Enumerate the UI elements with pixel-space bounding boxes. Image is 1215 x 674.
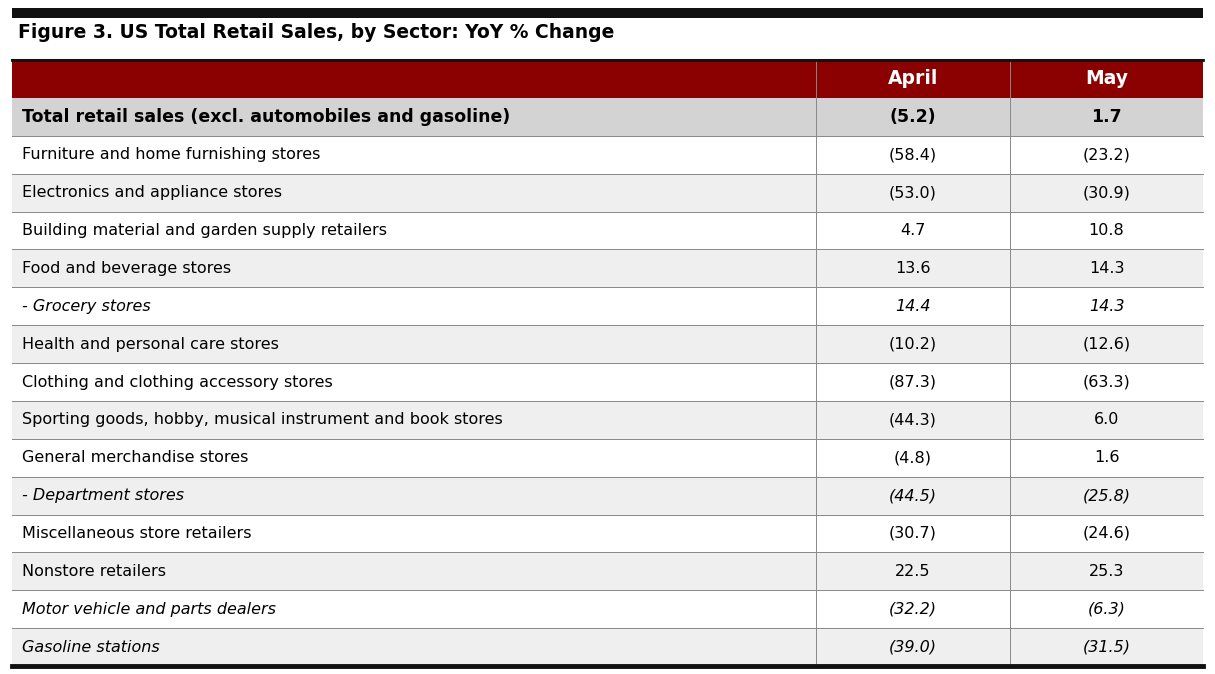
Text: (6.3): (6.3) xyxy=(1087,602,1125,617)
Text: 25.3: 25.3 xyxy=(1089,564,1124,579)
Bar xyxy=(12,325,1203,363)
Text: 6.0: 6.0 xyxy=(1094,412,1119,427)
Text: (39.0): (39.0) xyxy=(889,640,937,654)
Bar xyxy=(12,477,1203,514)
Text: 14.3: 14.3 xyxy=(1089,261,1124,276)
Bar xyxy=(12,514,1203,553)
Bar xyxy=(12,439,1203,477)
Text: (44.5): (44.5) xyxy=(889,488,937,503)
Text: April: April xyxy=(888,69,938,88)
Text: (10.2): (10.2) xyxy=(889,336,937,352)
Bar xyxy=(12,401,1203,439)
Text: (23.2): (23.2) xyxy=(1083,148,1130,162)
Text: (31.5): (31.5) xyxy=(1083,640,1130,654)
Text: (30.9): (30.9) xyxy=(1083,185,1130,200)
Text: Furniture and home furnishing stores: Furniture and home furnishing stores xyxy=(22,148,321,162)
Text: Clothing and clothing accessory stores: Clothing and clothing accessory stores xyxy=(22,375,333,390)
Text: Motor vehicle and parts dealers: Motor vehicle and parts dealers xyxy=(22,602,276,617)
Text: (58.4): (58.4) xyxy=(889,148,937,162)
Text: Miscellaneous store retailers: Miscellaneous store retailers xyxy=(22,526,252,541)
Text: 1.7: 1.7 xyxy=(1091,108,1121,126)
Text: (5.2): (5.2) xyxy=(889,108,937,126)
Bar xyxy=(12,249,1203,287)
Text: Food and beverage stores: Food and beverage stores xyxy=(22,261,231,276)
Text: General merchandise stores: General merchandise stores xyxy=(22,450,248,465)
Text: (4.8): (4.8) xyxy=(894,450,932,465)
Bar xyxy=(12,136,1203,174)
Text: (24.6): (24.6) xyxy=(1083,526,1130,541)
Bar xyxy=(12,212,1203,249)
Bar xyxy=(12,8,1203,18)
Text: 14.3: 14.3 xyxy=(1089,299,1124,314)
Bar xyxy=(12,590,1203,628)
Text: - Department stores: - Department stores xyxy=(22,488,185,503)
Text: (25.8): (25.8) xyxy=(1083,488,1130,503)
Text: 13.6: 13.6 xyxy=(895,261,931,276)
Bar xyxy=(12,628,1203,666)
Text: Figure 3. US Total Retail Sales, by Sector: YoY % Change: Figure 3. US Total Retail Sales, by Sect… xyxy=(18,23,615,42)
Text: Health and personal care stores: Health and personal care stores xyxy=(22,336,279,352)
Text: (87.3): (87.3) xyxy=(889,375,937,390)
Text: - Grocery stores: - Grocery stores xyxy=(22,299,151,314)
Text: Electronics and appliance stores: Electronics and appliance stores xyxy=(22,185,282,200)
Text: (30.7): (30.7) xyxy=(889,526,937,541)
Text: Building material and garden supply retailers: Building material and garden supply reta… xyxy=(22,223,388,238)
Text: May: May xyxy=(1085,69,1128,88)
Bar xyxy=(12,363,1203,401)
Text: Total retail sales (excl. automobiles and gasoline): Total retail sales (excl. automobiles an… xyxy=(22,108,510,126)
Text: 22.5: 22.5 xyxy=(895,564,931,579)
Bar xyxy=(12,98,1203,136)
Text: 14.4: 14.4 xyxy=(895,299,931,314)
Text: Gasoline stations: Gasoline stations xyxy=(22,640,159,654)
Text: 10.8: 10.8 xyxy=(1089,223,1124,238)
Text: (32.2): (32.2) xyxy=(889,602,937,617)
Text: (63.3): (63.3) xyxy=(1083,375,1130,390)
Text: (53.0): (53.0) xyxy=(889,185,937,200)
Text: Nonstore retailers: Nonstore retailers xyxy=(22,564,166,579)
Text: (44.3): (44.3) xyxy=(889,412,937,427)
Bar xyxy=(12,553,1203,590)
Text: 1.6: 1.6 xyxy=(1094,450,1119,465)
Text: (12.6): (12.6) xyxy=(1083,336,1131,352)
Bar xyxy=(12,287,1203,325)
Bar xyxy=(12,174,1203,212)
Text: Sporting goods, hobby, musical instrument and book stores: Sporting goods, hobby, musical instrumen… xyxy=(22,412,503,427)
Bar xyxy=(12,60,1203,98)
Text: 4.7: 4.7 xyxy=(900,223,926,238)
